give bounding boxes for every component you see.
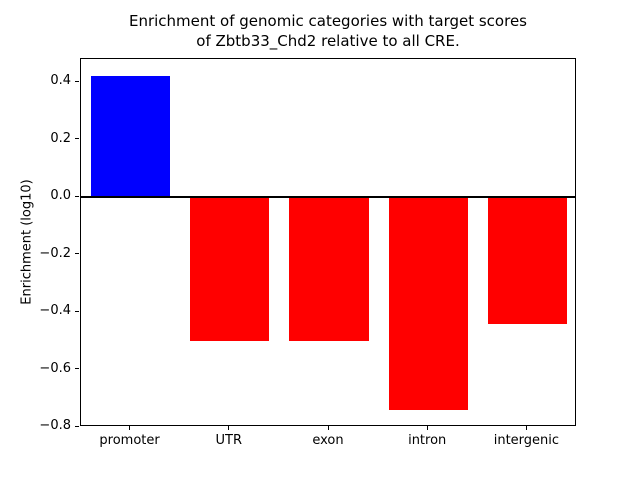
bar-promoter: [90, 76, 171, 197]
y-tick-label: 0.4: [50, 73, 71, 88]
x-tick-mark: [327, 426, 329, 430]
zero-reference-line: [81, 196, 575, 198]
x-tick-label-intergenic: intergenic: [493, 433, 560, 448]
bar-intron: [388, 197, 468, 410]
y-tick-label: −0.2: [39, 245, 71, 261]
y-tick-label: −0.8: [39, 418, 71, 433]
x-tick-mark: [129, 426, 131, 430]
x-tick-mark: [525, 426, 527, 430]
y-tick-mark: [75, 253, 79, 254]
y-tick-mark: [75, 310, 79, 312]
x-tick-mark: [228, 426, 230, 430]
chart-title: Enrichment of genomic categories with ta…: [128, 12, 527, 50]
plot-area: [80, 58, 576, 426]
bar-exon: [289, 197, 369, 341]
x-tick-label-promoter: promoter: [99, 433, 160, 448]
x-tick-label-exon: exon: [312, 433, 344, 448]
bar-UTR: [190, 197, 270, 341]
y-tick-mark: [75, 80, 79, 82]
bar-intergenic: [487, 197, 568, 324]
y-tick-mark: [75, 195, 79, 197]
x-tick-label-intron: intron: [408, 433, 447, 448]
x-tick-label-UTR: UTR: [215, 433, 243, 448]
y-tick-label: −0.4: [39, 303, 71, 318]
y-tick-mark: [75, 368, 79, 369]
y-tick-mark: [75, 138, 79, 139]
y-tick-label: 0.0: [50, 188, 71, 203]
y-tick-label: −0.6: [39, 360, 71, 376]
x-tick-mark: [426, 426, 428, 430]
y-tick-mark: [75, 425, 79, 427]
y-tick-label: 0.2: [50, 130, 71, 146]
